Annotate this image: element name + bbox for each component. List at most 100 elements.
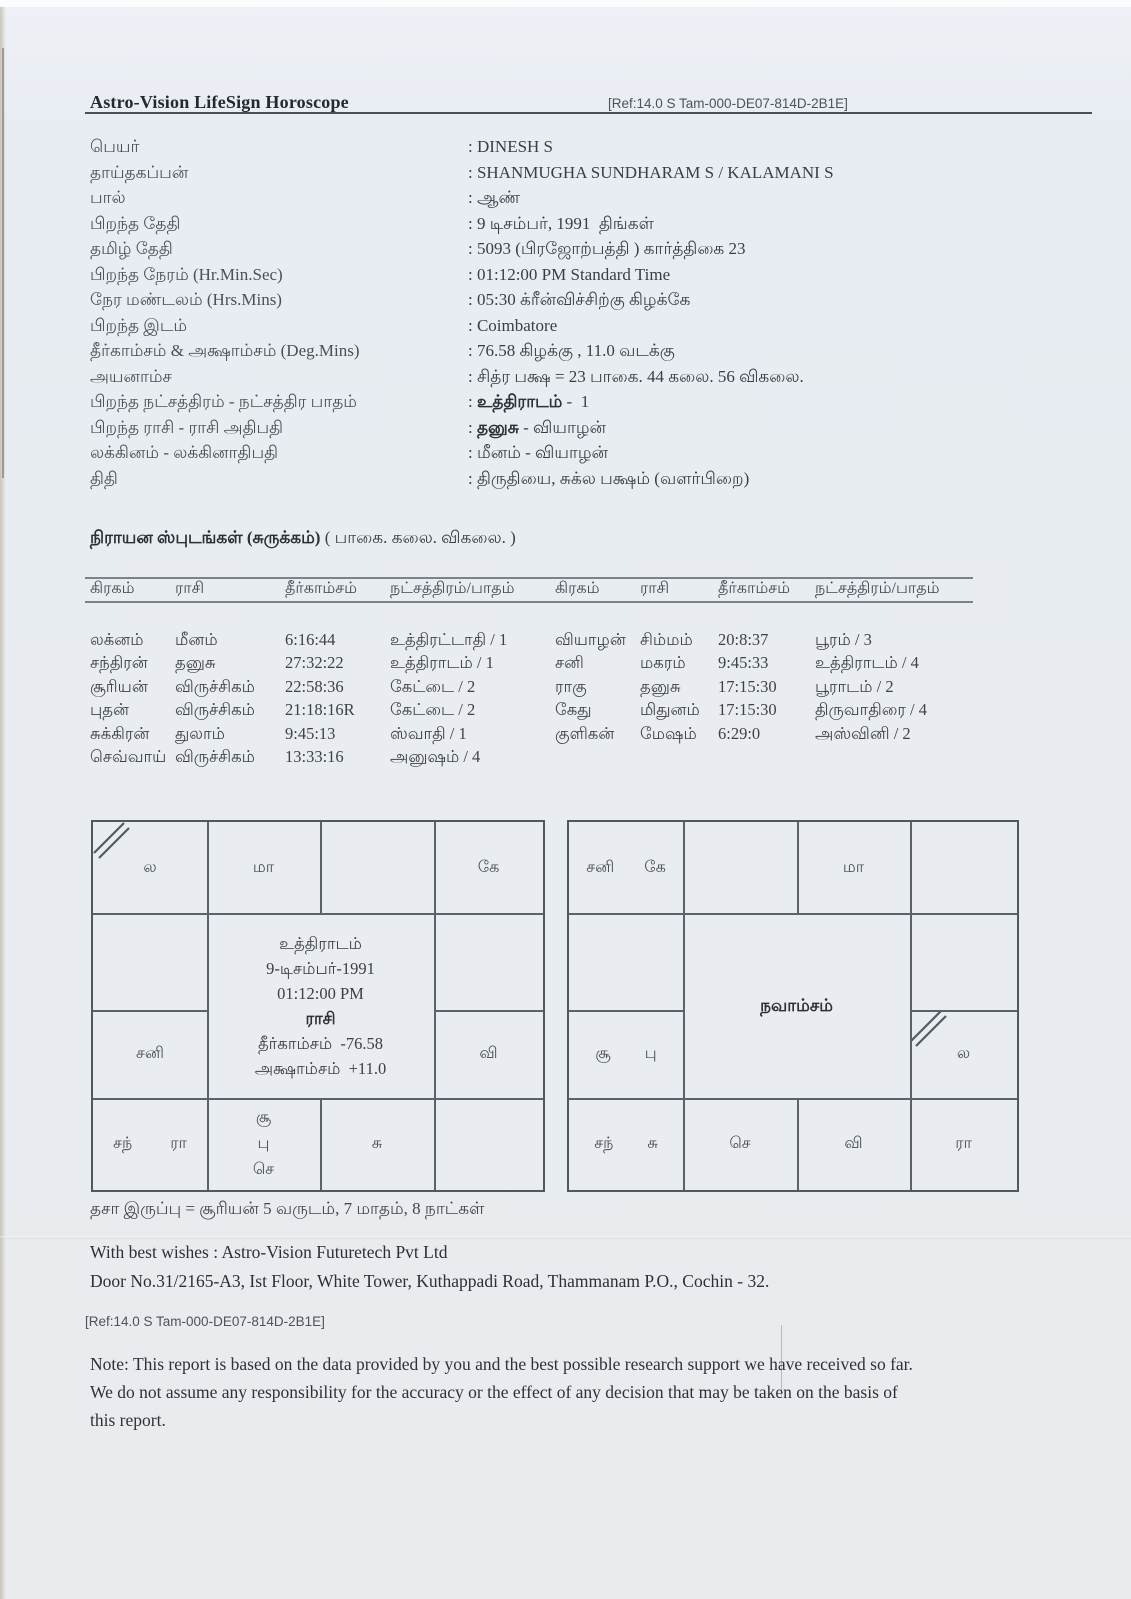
info-label: நேர மண்டலம் (Hrs.Mins) xyxy=(90,290,282,309)
col-header: தீர்காம்சம் xyxy=(285,580,357,597)
table-rule-bottom xyxy=(85,601,973,603)
table-cell: 6:16:44 xyxy=(285,630,336,649)
col-header: கிரகம் xyxy=(555,580,600,597)
table-cell: பூராடம் / 2 xyxy=(815,676,894,696)
table-cell: மேஷம் xyxy=(640,723,697,743)
paper-crease-mark xyxy=(781,1325,782,1397)
table-cell: 9:45:33 xyxy=(718,653,769,673)
col-header: கிரகம் xyxy=(90,580,135,597)
planet-label: சு xyxy=(371,1135,383,1152)
rasi-cell-libra: சு xyxy=(320,1098,434,1190)
reference-code: [Ref:14.0 S Tam-000-DE07-814D-2B1E] xyxy=(608,96,848,111)
navamsa-cell-lagna: ல xyxy=(910,1010,1017,1098)
planet-label: பு xyxy=(257,1135,270,1152)
table-cell: கேட்டை / 2 xyxy=(390,700,476,720)
navamsa-cell: சந் சு xyxy=(569,1098,683,1190)
paper-fold-mark xyxy=(0,1236,1131,1239)
info-value: : மீனம் - வியாழன் xyxy=(468,443,608,462)
planet-label: ல xyxy=(143,858,157,876)
rasi-cell-leo: வி xyxy=(434,1010,543,1098)
chart-grid-line xyxy=(93,1098,543,1100)
info-row: பால்: ஆண் xyxy=(90,185,1080,211)
navamsa-center-block: நவாம்சம் xyxy=(683,913,910,1098)
table-cell: விருச்சிகம் xyxy=(175,700,255,720)
rasi-cell-scorpio: சூ பு செ xyxy=(207,1098,320,1190)
table-row: சூரியன் விருச்சிகம் 22:58:36 கேட்டை / 2 ராகு… xyxy=(90,675,1080,698)
rasi-cell-aries: மா xyxy=(207,822,320,913)
chart-grid-line xyxy=(434,1010,543,1012)
table-cell: 17:15:30 xyxy=(718,700,777,720)
dasa-balance-line: தசா இருப்பு = சூரியன் 5 வருடம், 7 மாதம்,… xyxy=(90,1199,485,1218)
info-row: பிறந்த தேதி: 9 டிசம்பர், 1991 திங்கள் xyxy=(90,211,1080,237)
table-row: செவ்வாய் விருச்சிகம் 13:33:16 அனுஷம் / 4 xyxy=(90,745,1080,768)
table-cell: 27:32:22 xyxy=(285,653,344,673)
planet-label: சனி xyxy=(136,1045,164,1062)
planet-label: ரா xyxy=(955,1135,972,1152)
info-label: பால் xyxy=(90,188,126,207)
table-row: லக்னம் மீனம் 6:16:44 உத்திரட்டாதி / 1 வியாழன… xyxy=(90,628,1080,651)
rasi-center-block: உத்திராடம் 9-டிசம்பர்-1991 01:12:00 PM ர… xyxy=(207,913,434,1098)
planet-label: ல xyxy=(956,1045,971,1062)
chart-grid-line xyxy=(910,822,912,1190)
col-header: ராசி xyxy=(640,580,670,597)
center-line: அக்ஷாம்சம் +11.0 xyxy=(254,1058,387,1078)
chart-grid-line xyxy=(434,822,436,1190)
planet-label: சந் xyxy=(594,1135,614,1152)
info-row: அயனாம்ச: சித்ர பக்ஷ = 23 பாகை. 44 கலை. 5… xyxy=(90,364,1080,390)
center-line: ராசி xyxy=(305,1008,336,1028)
info-label: தாய்தகப்பன் xyxy=(90,162,189,182)
chart-grid-line xyxy=(207,822,209,1190)
center-line: தீர்காம்சம் -76.58 xyxy=(257,1033,384,1053)
table-cell: சந்திரன் xyxy=(90,653,148,673)
table-rule-top xyxy=(85,577,973,579)
table-cell: துலாம் xyxy=(175,723,225,743)
table-cell: விருச்சிகம் xyxy=(175,747,255,766)
table-cell: ஸ்வாதி / 1 xyxy=(390,723,467,743)
header-rule xyxy=(85,112,1092,114)
scan-edge-line xyxy=(2,48,4,478)
navamsa-cell: ரா xyxy=(910,1098,1017,1190)
chart-grid-line xyxy=(569,913,1017,915)
table-cell: 20:8:37 xyxy=(718,630,769,649)
info-label: பிறந்த நேரம் (Hr.Min.Sec) xyxy=(90,264,283,284)
info-label: லக்கினம் - லக்கினாதிபதி xyxy=(90,443,279,462)
table-cell: மீனம் xyxy=(175,630,218,649)
info-row: பிறந்த நேரம் (Hr.Min.Sec): 01:12:00 PM S… xyxy=(90,262,1080,288)
table-cell: 17:15:30 xyxy=(718,676,777,696)
table-cell: வியாழன் xyxy=(555,630,626,649)
navamsa-cell: செ xyxy=(683,1098,797,1190)
info-value: : திருதியை, சுக்ல பக்ஷம் (வளர்பிறை) xyxy=(468,468,750,488)
chart-grid-line xyxy=(93,1010,207,1012)
birth-info-list: பெயர்: DINESH S தாய்தகப்பன்: SHANMUGHA S… xyxy=(90,134,1080,491)
table-cell: திருவாதிரை / 4 xyxy=(815,700,927,720)
chart-grid-line xyxy=(320,1098,322,1190)
chart-grid-line xyxy=(797,1098,799,1190)
planet-label: சனி xyxy=(586,858,615,876)
table-cell: மகரம் xyxy=(640,653,686,673)
info-row: பிறந்த ராசி - ராசி அதிபதி: தனுசு - வியாழ… xyxy=(90,415,1080,441)
navamsa-chart: சனி கே மா சூ பு ல சந் சு செ வி ரா நவாம்சம் xyxy=(567,820,1019,1192)
table-cell: ராகு xyxy=(555,676,587,696)
table-cell: அனுஷம் / 4 xyxy=(390,747,481,766)
info-row: பெயர்: DINESH S xyxy=(90,134,1080,160)
table-cell: சிம்மம் xyxy=(640,630,693,649)
table-cell: லக்னம் xyxy=(90,630,144,649)
table-cell: மிதுனம் xyxy=(640,700,700,720)
table-cell: உத்திராடம் / 4 xyxy=(815,653,919,673)
navamsa-cell: சூ பு xyxy=(569,1010,683,1098)
info-row: பிறந்த நட்சத்திரம் - நட்சத்திர பாதம்: உத… xyxy=(90,389,1080,415)
info-label: பெயர் xyxy=(90,137,140,156)
table-cell: 9:45:13 xyxy=(285,723,336,743)
planet-label: சூ xyxy=(595,1045,611,1062)
col-header: ராசி xyxy=(175,580,205,597)
info-label: தீர்காம்சம் & அக்ஷாம்சம் (Deg.Mins) xyxy=(90,341,360,360)
table-cell: கேது xyxy=(555,700,592,720)
table-cell: செவ்வாய் xyxy=(90,747,167,766)
info-label: அயனாம்ச xyxy=(90,366,172,386)
chart-grid-line xyxy=(683,822,685,1190)
rasi-cell-capricorn: சனி xyxy=(93,1010,207,1098)
chart-grid-line xyxy=(569,1010,683,1012)
planet-label: கே xyxy=(644,858,666,876)
note-line: this report. xyxy=(90,1410,166,1430)
